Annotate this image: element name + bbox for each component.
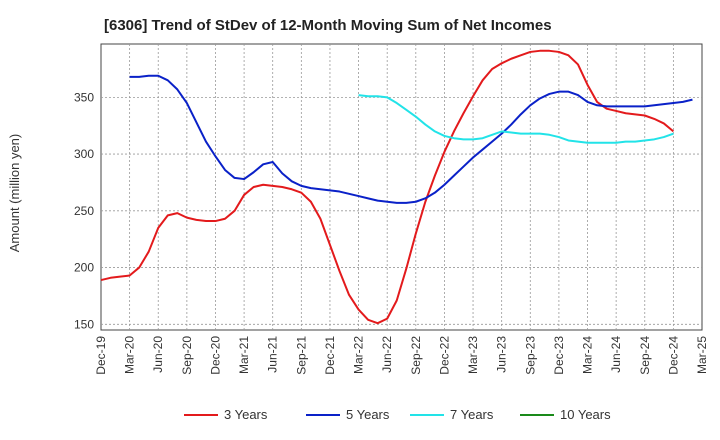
x-tick-label: Sep-24	[638, 336, 652, 375]
x-tick-label: Jun-23	[495, 336, 509, 373]
x-tick-label: Mar-24	[581, 336, 595, 374]
x-tick-label: Sep-20	[180, 336, 194, 375]
x-tick-label: Mar-21	[237, 336, 251, 374]
x-tick-label: Dec-24	[666, 336, 680, 375]
x-tick-label: Dec-21	[323, 336, 337, 375]
x-tick-label: Sep-23	[523, 336, 537, 375]
plot-frame	[100, 43, 703, 331]
x-tick-label: Sep-22	[409, 336, 423, 375]
chart-title: [6306] Trend of StDev of 12-Month Moving…	[104, 17, 552, 34]
y-tick-label: 350	[74, 90, 94, 104]
plot-area: 150 200 250 300 350 Dec-19 Mar-20 Jun-20 Sep-20 D…	[74, 43, 709, 375]
y-axis-label: Amount (million yen)	[7, 134, 22, 253]
series-line-7-years	[358, 94, 674, 144]
x-tick-label: Mar-20	[123, 336, 137, 374]
legend-label-3-years: 3 Years	[224, 407, 268, 422]
x-tick-label: Jun-20	[151, 336, 165, 373]
y-tick-label: 200	[74, 261, 94, 275]
x-tick-label: Dec-22	[437, 336, 451, 375]
y-tick-label: 150	[74, 317, 94, 331]
legend-label-7-years: 7 Years	[450, 407, 494, 422]
x-tick-label: Mar-25	[695, 336, 709, 374]
x-tick-label: Mar-22	[352, 336, 366, 374]
x-tick-label: Sep-21	[294, 336, 308, 375]
legend-label-10-years: 10 Years	[560, 407, 611, 422]
x-tick-label: Dec-20	[208, 336, 222, 375]
series-line-5-years	[129, 74, 693, 204]
x-tick-label: Jun-22	[380, 336, 394, 373]
legend: 3 Years 5 Years 7 Years 10 Years	[184, 407, 611, 422]
y-tick-label: 250	[74, 204, 94, 218]
legend-label-5-years: 5 Years	[346, 407, 390, 422]
x-tick-label: Jun-24	[609, 336, 623, 373]
series-line-3-years	[100, 49, 675, 325]
x-tick-label: Mar-23	[466, 336, 480, 374]
x-tick-label: Dec-23	[552, 336, 566, 375]
x-tick-label: Dec-19	[94, 336, 108, 375]
y-tick-label: 300	[74, 147, 94, 161]
x-tick-label: Jun-21	[266, 336, 280, 373]
